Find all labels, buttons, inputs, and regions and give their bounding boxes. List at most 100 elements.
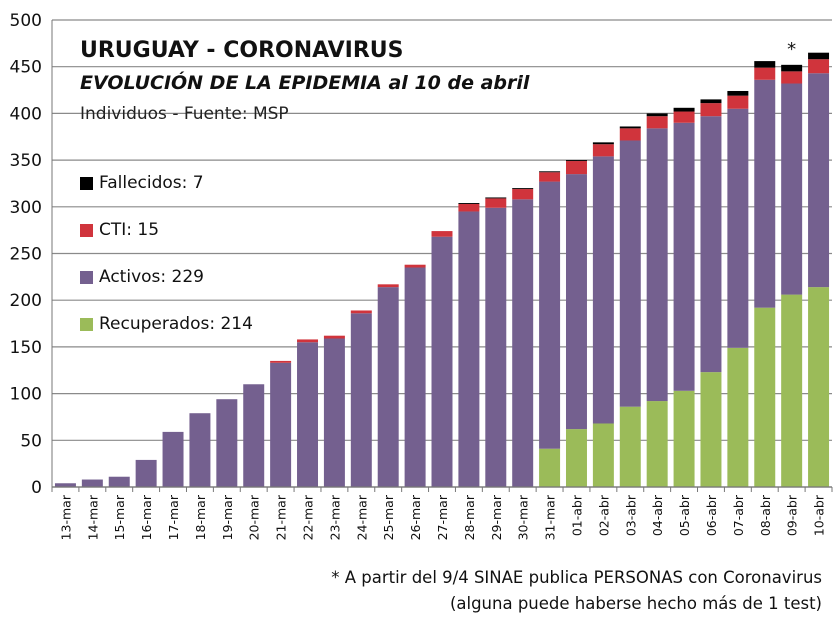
bar-activos: [539, 181, 561, 449]
x-tick-label: 01-abr: [569, 494, 584, 536]
bar-activos: [727, 108, 749, 348]
bar-cti: [458, 203, 480, 212]
bar-activos: [54, 483, 76, 487]
bar-activos: [700, 116, 722, 373]
bar-cti: [512, 189, 534, 200]
legend-swatch: [80, 223, 93, 237]
bar-activos: [162, 431, 184, 487]
legend-cti: CTI: 15: [80, 220, 164, 240]
bar-activos: [781, 83, 803, 295]
legend-activos: Activos: 229: [80, 267, 208, 287]
y-tick-label: 400: [10, 104, 42, 124]
bar-cti: [297, 339, 319, 343]
x-tick-label: 08-abr: [758, 494, 773, 536]
bar-recuperados: [808, 287, 830, 487]
bar-cti: [700, 103, 722, 117]
x-tick-label: 27-mar: [435, 494, 450, 540]
bar-cti: [808, 59, 830, 74]
bar-cti: [619, 128, 641, 141]
y-tick-label: 150: [10, 338, 42, 358]
x-tick-label: 10-abr: [812, 494, 827, 536]
footnote-line-1: * A partir del 9/4 SINAE publica PERSONA…: [331, 568, 822, 587]
x-tick-label: 26-mar: [408, 494, 423, 540]
bar-cti: [727, 95, 749, 109]
bar-activos: [323, 338, 345, 487]
legend-swatch: [80, 270, 93, 284]
y-tick-label: 100: [10, 385, 42, 405]
chart-source: Individuos - Fuente: MSP: [80, 104, 289, 124]
bar-activos: [485, 207, 507, 487]
bar-recuperados: [700, 372, 722, 487]
legend-fallecidos: Fallecidos: 7: [80, 173, 208, 193]
bar-activos: [458, 211, 480, 487]
x-tick-label: 09-abr: [785, 494, 800, 536]
bar-cti: [377, 284, 399, 288]
bar-fallecidos: [619, 126, 641, 129]
bar-activos: [297, 342, 319, 487]
x-tick-label: 03-abr: [623, 494, 638, 536]
bar-cti: [404, 264, 426, 268]
bar-fallecidos: [754, 61, 776, 68]
y-tick-label: 300: [10, 198, 42, 218]
y-tick-label: 0: [31, 478, 42, 498]
bar-cti: [565, 161, 587, 175]
y-tick-label: 50: [20, 431, 42, 451]
x-tick-label: 05-abr: [677, 494, 692, 536]
bar-activos: [108, 476, 130, 487]
x-tick-label: 18-mar: [193, 494, 208, 540]
x-tick-label: 29-mar: [489, 494, 504, 540]
x-tick-label: 06-abr: [704, 494, 719, 536]
annotation-asterisk: *: [787, 39, 796, 60]
bar-activos: [808, 73, 830, 288]
x-tick-label: 25-mar: [381, 494, 396, 540]
bar-cti: [754, 67, 776, 80]
bar-fallecidos: [781, 64, 803, 72]
x-tick-label: 04-abr: [650, 494, 665, 536]
bar-fallecidos: [539, 171, 561, 173]
bar-fallecidos: [673, 107, 695, 112]
bar-activos: [512, 199, 534, 487]
bar-cti: [270, 360, 292, 363]
legend-label: CTI: 15: [99, 220, 160, 240]
chart-subtitle: EVOLUCIÓN DE LA EPIDEMIA al 10 de abril: [80, 72, 530, 94]
bar-recuperados: [727, 347, 749, 487]
x-tick-label: 20-mar: [247, 494, 262, 540]
bar-fallecidos: [485, 197, 507, 199]
x-tick-label: 13-mar: [58, 494, 73, 540]
x-tick-label: 31-mar: [543, 494, 558, 540]
bar-activos: [565, 174, 587, 430]
y-tick-label: 200: [10, 291, 42, 311]
legend-recuperados: Recuperados: 214: [80, 314, 257, 334]
x-tick-label: 19-mar: [220, 494, 235, 540]
bar-activos: [619, 140, 641, 407]
bar-fallecidos: [458, 203, 480, 204]
bar-activos: [592, 156, 614, 424]
x-tick-label: 15-mar: [112, 494, 127, 540]
bar-cti: [673, 111, 695, 123]
bar-recuperados: [619, 406, 641, 487]
legend-swatch: [80, 317, 93, 331]
bar-recuperados: [646, 401, 668, 487]
y-tick-label: 350: [10, 151, 42, 171]
bar-recuperados: [673, 390, 695, 487]
legend-label: Activos: 229: [99, 267, 204, 287]
footnote-line-2: (alguna puede haberse hecho más de 1 tes…: [449, 594, 822, 613]
bar-activos: [216, 399, 238, 487]
x-tick-label: 30-mar: [516, 494, 531, 540]
bar-activos: [350, 313, 372, 487]
bar-cti: [350, 310, 372, 314]
x-tick-label: 22-mar: [301, 494, 316, 540]
x-tick-label: 17-mar: [166, 494, 181, 540]
bar-fallecidos: [512, 188, 534, 190]
bar-activos: [646, 128, 668, 402]
x-tick-label: 07-abr: [731, 494, 746, 536]
bar-activos: [243, 384, 265, 487]
x-tick-label: 28-mar: [462, 494, 477, 540]
bar-cti: [539, 172, 561, 182]
x-tick-label: 23-mar: [327, 494, 342, 540]
bar-recuperados: [781, 294, 803, 487]
bar-recuperados: [565, 429, 587, 487]
x-tick-label: 16-mar: [139, 494, 154, 540]
